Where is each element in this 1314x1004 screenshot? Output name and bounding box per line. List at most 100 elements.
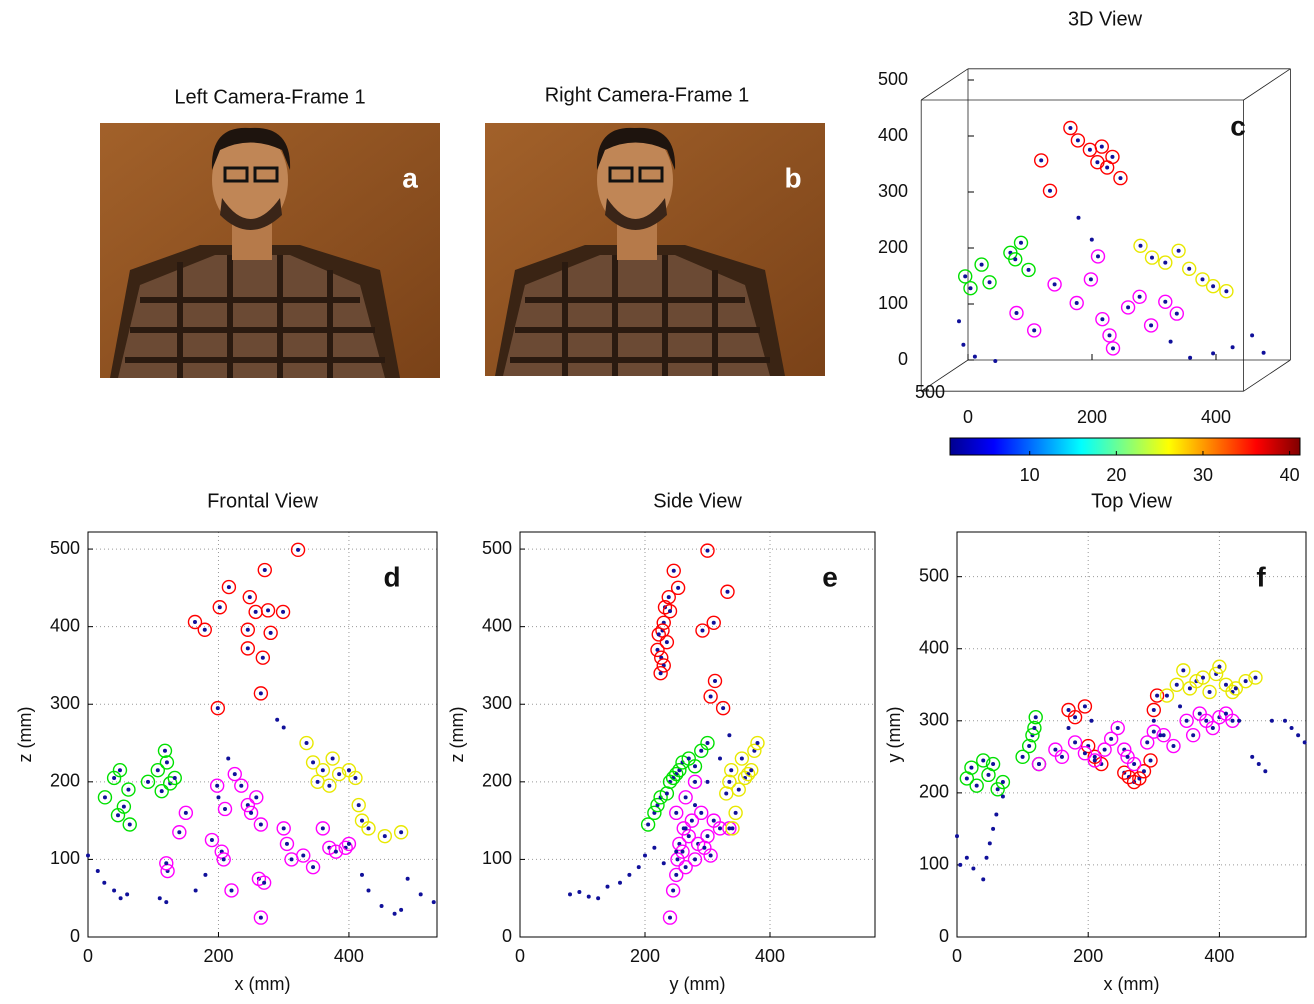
ringed-point	[197, 622, 212, 637]
dot	[1026, 267, 1031, 272]
point	[727, 733, 732, 738]
ringed-point	[731, 782, 746, 797]
dot	[1100, 317, 1105, 322]
point	[203, 872, 208, 877]
ring	[1067, 735, 1083, 750]
dot	[1150, 255, 1154, 260]
dot	[245, 627, 250, 632]
ring	[1126, 756, 1142, 772]
dot	[1184, 718, 1189, 723]
ringed-point	[722, 821, 737, 836]
ring	[976, 753, 991, 768]
dot	[217, 605, 222, 610]
dot	[1118, 176, 1123, 181]
ringed-point	[1202, 684, 1217, 700]
dot	[699, 810, 704, 815]
dot	[405, 876, 410, 881]
ringed-point	[1208, 666, 1224, 682]
point	[636, 865, 641, 870]
ringed-point	[1103, 731, 1119, 747]
ringed-point	[290, 542, 306, 558]
ringed-point	[1158, 255, 1173, 270]
ringed-point	[240, 622, 256, 637]
x-tick-label: 0	[83, 946, 93, 966]
ring	[1113, 170, 1128, 186]
y-tick-label: 500	[915, 382, 945, 402]
dot	[708, 694, 713, 699]
dot	[958, 862, 963, 867]
ring	[1094, 139, 1110, 154]
ring	[296, 848, 311, 863]
ringed-point	[703, 848, 718, 863]
ringed-point	[719, 786, 734, 801]
ring	[695, 623, 710, 638]
ringed-point	[744, 762, 759, 778]
ring	[669, 805, 684, 821]
ringed-point	[725, 821, 740, 836]
point	[1178, 704, 1183, 709]
ring	[240, 622, 256, 637]
ring	[216, 852, 231, 867]
dot	[705, 834, 710, 839]
dot	[253, 609, 258, 614]
chart-title: Top View	[1091, 490, 1172, 512]
dot	[1099, 144, 1104, 149]
ring	[140, 774, 156, 790]
dot	[356, 803, 361, 808]
dot	[157, 896, 162, 901]
ring	[1087, 753, 1102, 768]
dot	[1073, 740, 1078, 745]
ring	[1081, 738, 1096, 754]
x-axis-label: y (mm)	[670, 974, 726, 994]
dot	[215, 706, 220, 711]
ring	[725, 821, 740, 836]
ring	[227, 766, 242, 782]
ring	[670, 580, 686, 596]
ring	[1117, 765, 1132, 780]
ring	[694, 805, 709, 821]
dot	[1107, 333, 1112, 338]
ring	[1205, 279, 1221, 294]
dot	[281, 609, 286, 614]
dot	[1151, 718, 1156, 723]
ring	[256, 875, 272, 890]
y-axis-label: y (mm)	[884, 707, 904, 763]
ringed-point	[1169, 306, 1185, 321]
ringed-point	[1117, 742, 1132, 757]
ring	[659, 634, 675, 650]
ringed-point	[1166, 738, 1181, 754]
ringed-point	[958, 269, 973, 284]
point	[568, 892, 572, 897]
ringed-point	[687, 852, 703, 867]
ring	[97, 790, 113, 805]
dot	[284, 841, 289, 846]
ring	[150, 762, 166, 778]
dot	[260, 655, 265, 660]
ring	[1136, 764, 1152, 779]
ringed-point	[275, 604, 291, 620]
dot	[1111, 346, 1115, 351]
ringed-point	[1097, 742, 1112, 757]
ring	[1063, 120, 1078, 136]
point	[1296, 733, 1301, 738]
ringed-point	[656, 658, 671, 673]
dot	[1102, 747, 1107, 752]
ring	[1103, 731, 1119, 747]
y-tick-label: 0	[502, 926, 512, 946]
dot	[1230, 718, 1235, 723]
ring	[253, 910, 269, 925]
ring	[1185, 728, 1201, 743]
dot	[1201, 675, 1206, 680]
ring	[678, 859, 693, 875]
ring	[657, 600, 673, 615]
ringed-point	[1009, 305, 1024, 321]
ringed-point	[1105, 341, 1121, 356]
ringed-point	[1054, 749, 1070, 765]
x-tick-label: 0	[515, 946, 525, 966]
ringed-point	[1070, 133, 1086, 148]
z-tick-label: 400	[878, 125, 908, 145]
ringed-point	[715, 700, 731, 716]
dot	[1256, 762, 1261, 767]
ringed-point	[666, 563, 681, 578]
dot	[320, 768, 325, 773]
